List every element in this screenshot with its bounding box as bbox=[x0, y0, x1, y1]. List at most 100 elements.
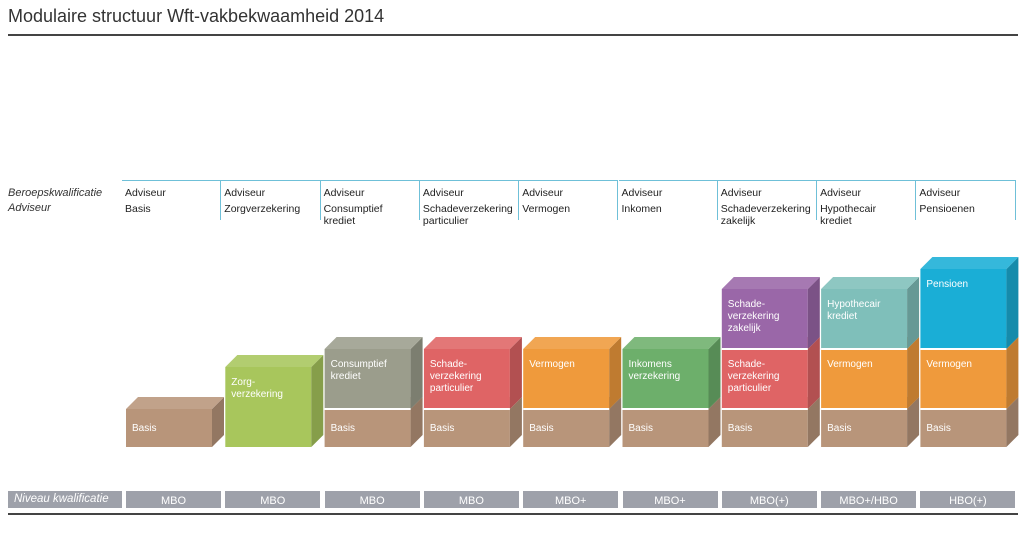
level-row-label: Niveau kwalificatie bbox=[8, 491, 122, 508]
column-header-line: Adviseur bbox=[422, 187, 464, 199]
module-block-side bbox=[708, 397, 721, 447]
level-value: HBO(+) bbox=[949, 495, 987, 507]
module-block-side bbox=[410, 397, 423, 447]
module-block-front bbox=[920, 349, 1007, 409]
module-label: Vermogen bbox=[529, 359, 607, 371]
module-label: Basis bbox=[728, 423, 806, 435]
module-label: Schade-verzekering zakelijk bbox=[728, 299, 806, 335]
module-label-line: Hypothecair bbox=[827, 299, 881, 310]
module-label-line: verzekering bbox=[429, 371, 482, 382]
module-block-front bbox=[821, 289, 908, 349]
module-label-line: krediet bbox=[330, 371, 361, 382]
module-label: Basis bbox=[827, 423, 905, 435]
column-header-line: particulier bbox=[422, 215, 469, 227]
level-box-2: MBO bbox=[225, 491, 321, 508]
module-label-line: Basis bbox=[628, 423, 653, 434]
column-header-line: krediet bbox=[820, 215, 852, 227]
module-label-line: Consumptief bbox=[330, 359, 387, 370]
column-header-line: Adviseur bbox=[621, 187, 663, 199]
column-header-line: Inkomen bbox=[621, 202, 662, 215]
column-header-8: Adviseur Hypothecair krediet bbox=[817, 180, 917, 227]
column-header-line: Zorgverzekering bbox=[224, 202, 301, 215]
module-block-top bbox=[423, 337, 522, 349]
module-block bbox=[523, 337, 622, 410]
level-value: MBO bbox=[260, 495, 286, 507]
module-label-line: Schade- bbox=[429, 359, 468, 370]
module-label-line: Pensioen bbox=[926, 279, 969, 290]
module-label-line: Basis bbox=[827, 423, 852, 434]
module-block-top bbox=[622, 337, 721, 349]
row-label-adviseur: Adviseur bbox=[8, 202, 51, 214]
module-block-front bbox=[423, 409, 510, 447]
module-block-front bbox=[721, 349, 808, 409]
module-block-front bbox=[920, 409, 1007, 447]
module-label: Schade-verzekering particulier bbox=[430, 359, 508, 395]
column-header-line: Adviseur bbox=[919, 187, 961, 199]
module-block-top bbox=[324, 337, 423, 349]
module-label-line: zakelijk bbox=[727, 323, 761, 334]
module-label-line: Inkomens bbox=[628, 359, 672, 370]
module-label: Pensioen bbox=[926, 279, 1004, 291]
module-label-line: krediet bbox=[827, 311, 858, 322]
module-block-top bbox=[225, 355, 324, 367]
module-label-line: Basis bbox=[330, 423, 356, 434]
module-block-side bbox=[509, 397, 522, 447]
module-block bbox=[721, 277, 820, 350]
module-label: Basis bbox=[529, 423, 607, 435]
column-header-9: Adviseur Pensioenen bbox=[916, 180, 1016, 220]
module-block-side bbox=[907, 277, 920, 349]
module-block-front bbox=[324, 349, 411, 409]
module-block bbox=[920, 257, 1019, 350]
module-block-front bbox=[622, 349, 709, 409]
level-value: MBO bbox=[160, 495, 187, 507]
module-label-line: verzekering bbox=[231, 389, 283, 400]
module-label: Basis bbox=[926, 423, 1004, 435]
row-label-beroepskwalificatie: Beroepskwalificatie bbox=[8, 187, 103, 199]
level-value: MBO+ bbox=[554, 495, 587, 507]
level-box-1: MBO bbox=[126, 491, 221, 508]
module-block bbox=[622, 337, 721, 410]
level-box-9: HBO(+) bbox=[920, 491, 1016, 508]
module-label-line: Basis bbox=[132, 423, 157, 434]
column-header-line: Schadeverzekering bbox=[422, 202, 513, 215]
module-label-line: verzekering bbox=[727, 311, 780, 322]
module-block-front bbox=[721, 409, 808, 447]
module-label-line: particulier bbox=[429, 383, 474, 394]
column-header-line: Vermogen bbox=[522, 202, 571, 215]
module-block-front bbox=[225, 367, 312, 447]
module-block-front bbox=[523, 349, 610, 409]
module-block-side bbox=[1006, 397, 1019, 447]
column-header-line: Basis bbox=[125, 202, 151, 215]
level-box-6: MBO+ bbox=[622, 491, 718, 508]
module-label: Basis bbox=[132, 423, 210, 435]
module-block-front bbox=[821, 409, 908, 447]
level-box-4: MBO bbox=[423, 491, 519, 508]
module-block-front bbox=[324, 409, 411, 447]
module-label-line: Basis bbox=[429, 423, 455, 434]
module-block-side bbox=[609, 337, 622, 409]
module-label: Vermogen bbox=[827, 359, 905, 371]
column-header-line: Hypothecair bbox=[820, 202, 877, 215]
module-label: Basis bbox=[430, 423, 508, 435]
column-header-7: Adviseur Schadeverzekering zakelijk bbox=[717, 180, 818, 227]
module-label: Basis bbox=[331, 423, 409, 435]
level-value: MBO bbox=[458, 495, 484, 507]
level-box-7: MBO(+) bbox=[721, 491, 817, 508]
column-header-line: Consumptief krediet bbox=[323, 202, 383, 228]
module-label: Vermogen bbox=[926, 359, 1004, 371]
module-block-front bbox=[423, 349, 510, 409]
level-box-3: MBO bbox=[324, 491, 420, 508]
module-label: Hypothecair krediet bbox=[827, 299, 905, 323]
module-block-side bbox=[907, 337, 920, 409]
module-block bbox=[324, 337, 423, 410]
column-header-2: Adviseur Zorgverzekering bbox=[221, 180, 321, 220]
module-block-top bbox=[821, 277, 920, 289]
level-row-label-text: Niveau kwalificatie bbox=[14, 493, 109, 505]
column-header-line: Adviseur bbox=[522, 187, 564, 199]
module-block-side bbox=[410, 337, 423, 409]
module-label-line: Basis bbox=[727, 423, 753, 434]
module-label-line: Basis bbox=[926, 423, 951, 434]
module-block-front bbox=[920, 269, 1007, 349]
column-header-line: Adviseur bbox=[720, 187, 762, 199]
level-value: MBO+ bbox=[654, 495, 686, 507]
